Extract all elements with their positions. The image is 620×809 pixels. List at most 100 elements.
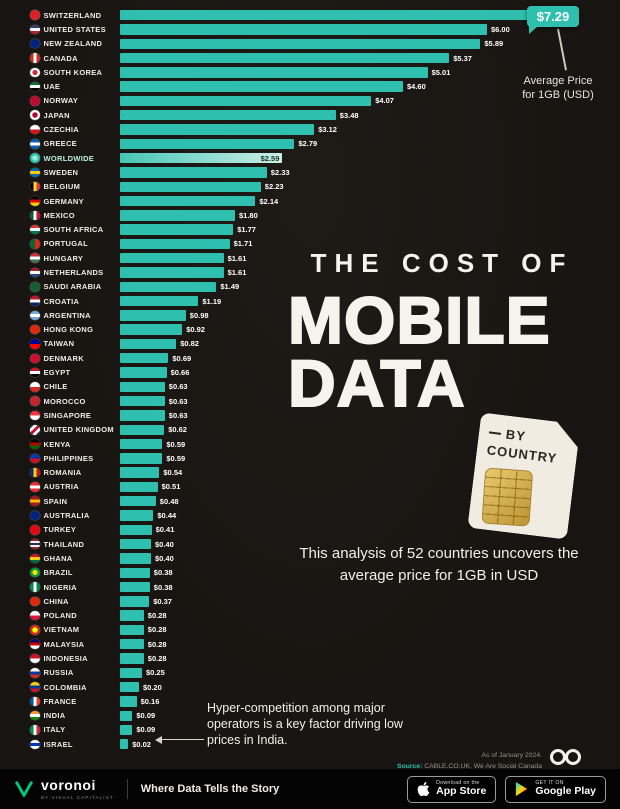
value-label: $0.63 [168,396,188,406]
sim-chip-icon [481,468,533,527]
value-label: $0.09 [136,725,156,735]
row-label-cell: UAE [0,81,120,92]
country-label: SOUTH AFRICA [43,225,104,235]
chart-row-china: CHINA $0.37 [0,594,620,608]
value-label: $0.82 [180,339,199,349]
chart-row-austria: AUSTRIA $0.51 [0,480,620,494]
row-label-cell: SOUTH AFRICA [0,224,120,235]
value-bar [120,253,224,264]
value-label: $5.01 [431,67,451,77]
value-label: $0.69 [172,353,192,363]
flag-icon [30,696,40,707]
row-label-cell: CZECHIA [0,124,120,135]
max-value-badge: $7.29 [527,6,579,27]
chart-row-morocco: MOROCCO $0.63 [0,394,620,408]
flag-icon [30,482,40,492]
binoculars-icon [548,747,586,769]
value-label: $4.60 [407,82,426,92]
flag-icon [30,110,40,120]
country-label: GREECE [43,139,77,149]
sim-by-text: BY [505,426,527,444]
chart-row-singapore: SINGAPORE $0.63 [0,408,620,422]
flag-icon [30,496,40,506]
row-label-cell: CHINA [0,596,120,607]
row-label-cell: ROMANIA [0,467,120,478]
country-label: ITALY [43,725,66,735]
country-label: SWITZERLAND [43,10,102,20]
flag-icon [30,310,40,321]
chart-row-hungary: HUNGARY $1.61 [0,251,620,265]
google-play-badge[interactable]: GET IT ON Google Play [505,775,606,803]
row-label-cell: SOUTH KOREA [0,67,120,78]
chart-row-new-zealand: NEW ZEALAND $5.89 [0,37,620,51]
country-label: MOROCCO [43,396,86,406]
chart-row-romania: ROMANIA $0.54 [0,466,620,480]
value-bar [120,538,151,550]
country-label: CHINA [43,596,69,606]
chart-row-saudi-arabia: SAUDI ARABIA $1.49 [0,280,620,294]
country-label: ARGENTINA [43,310,91,320]
value-bar [120,438,163,450]
value-bar [120,210,235,221]
chart-row-kenya: KENYA $0.59 [0,437,620,451]
value-label: $1.77 [237,225,256,235]
value-bar [120,124,315,135]
value-bar [120,95,372,107]
flag-icon [30,38,40,49]
value-bar [120,681,139,693]
value-bar: $2.59 [120,152,283,164]
value-bar [120,324,183,335]
flag-icon [30,425,40,435]
country-label: SPAIN [43,496,68,506]
value-label: $0.38 [153,568,173,578]
value-label: $0.63 [168,410,188,420]
chart-row-south-africa: SOUTH AFRICA $1.77 [0,222,620,236]
flag-icon [30,53,40,63]
value-bar [120,581,150,593]
app-store-badge[interactable]: Download on the App Store [407,775,497,803]
value-bar [120,667,142,678]
value-label: $1.49 [220,282,240,292]
title-line2: DATA [287,345,466,420]
flag-icon [30,267,40,278]
flag-icon [30,739,40,750]
source-label: Source: [397,762,423,770]
country-label: FRANCE [43,696,77,706]
value-bar [120,424,165,435]
chart-row-vietnam: VIETNAM $0.28 [0,623,620,637]
flag-icon [30,525,40,535]
value-label: $5.37 [453,53,472,63]
chart-row-argentina: ARGENTINA $0.98 [0,308,620,322]
chart-row-denmark: DENMARK $0.69 [0,351,620,365]
row-label-cell: CANADA [0,53,120,63]
value-bar [120,410,165,421]
flag-icon [30,668,40,678]
value-bar [120,52,450,64]
row-label-cell: TAIWAN [0,339,120,349]
chart-row-sweden: SWEDEN $2.33 [0,165,620,179]
row-label-cell: SWITZERLAND [0,10,120,20]
chart-row-ghana: GHANA $0.40 [0,551,620,565]
country-label: UNITED KINGDOM [43,425,114,435]
value-bar [120,167,267,178]
row-label-cell: COLOMBIA [0,682,120,692]
google-play-icon [516,782,528,796]
chart-row-united-states: UNITED STATES $6.00 [0,22,620,36]
country-label: CROATIA [43,296,80,306]
row-label-cell: BRAZIL [0,567,120,578]
country-label: KENYA [43,439,71,449]
country-label: GHANA [43,553,73,563]
chart-row-norway: NORWAY $4.07 [0,94,620,108]
country-label: INDIA [43,711,66,721]
value-bar [120,310,186,321]
row-label-cell: GHANA [0,553,120,564]
chart-row-south-korea: SOUTH KOREA $5.01 [0,65,620,79]
source-line: Source: CABLE.CO.UK, We Are Social Canad… [330,762,542,773]
value-label: $3.12 [318,125,337,135]
value-bar [120,496,156,507]
country-label: SAUDI ARABIA [43,282,102,292]
flag-icon [30,139,40,149]
row-label-cell: CROATIA [0,296,120,306]
google-play-badge-text: GET IT ON Google Play [535,780,596,797]
country-label: MALAYSIA [43,639,85,649]
